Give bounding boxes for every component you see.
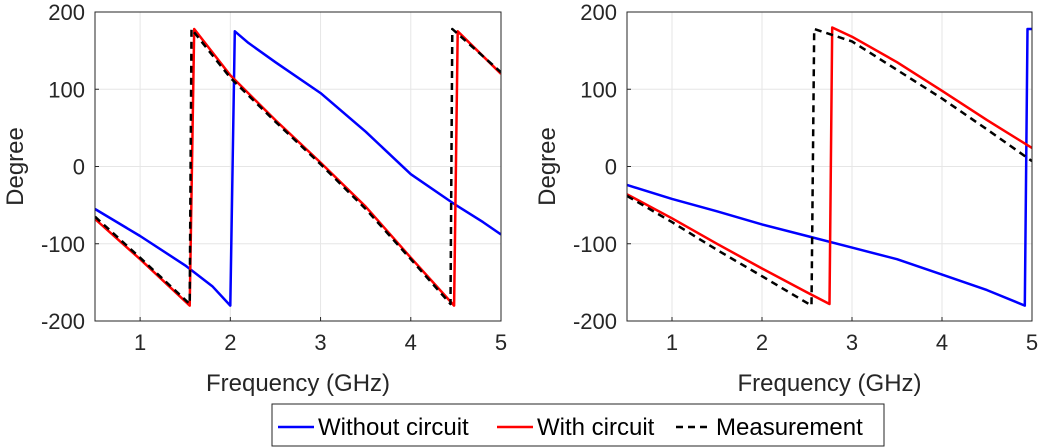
legend-label-with-circuit: With circuit <box>537 414 655 441</box>
x-tick-label: 2 <box>224 330 236 355</box>
y-tick-label: 0 <box>73 155 85 180</box>
y-tick-label: 100 <box>580 77 617 102</box>
x-tick-label: 2 <box>756 330 768 355</box>
x-tick-label: 1 <box>666 330 678 355</box>
y-tick-label: -200 <box>41 309 85 334</box>
x-axis-label: Frequency (GHz) <box>737 370 921 397</box>
y-tick-label: 200 <box>580 0 617 25</box>
y-tick-label: -100 <box>41 232 85 257</box>
series-line-with-circuit <box>627 26 1032 306</box>
x-tick-label: 4 <box>405 330 417 355</box>
x-tick-label: 4 <box>936 330 948 355</box>
chart-left: 1 2 3 4 5 -200 -100 0 100 200 Frequency (GHz) Degre… <box>2 0 507 397</box>
legend-box <box>271 403 885 447</box>
y-axis-label: Degree <box>534 127 561 206</box>
x-tick-label: 5 <box>1026 330 1038 355</box>
y-tick-label: 100 <box>48 77 85 102</box>
y-tick-label: -200 <box>573 309 617 334</box>
chart-right: 1 2 3 4 5 -200 -100 0 100 200 Frequency (GHz) Degre… <box>534 0 1038 397</box>
x-tick-label: 1 <box>134 330 146 355</box>
series-line-without-circuit <box>627 27 1032 307</box>
legend-label-measurement: Measurement <box>716 414 863 441</box>
legend: Without circuit With circuit Measurement <box>271 403 885 447</box>
series-line-measurement <box>627 27 1032 307</box>
x-axis-label: Frequency (GHz) <box>206 370 390 397</box>
x-tick-label: 5 <box>495 330 507 355</box>
x-tick-label: 3 <box>314 330 326 355</box>
x-tick-label: 3 <box>846 330 858 355</box>
y-tick-label: 200 <box>48 0 85 25</box>
y-tick-label: 0 <box>605 155 617 180</box>
y-axis-label: Degree <box>2 127 29 206</box>
series-line-with-circuit <box>95 27 501 307</box>
y-tick-label: -100 <box>573 232 617 257</box>
legend-label-without-circuit: Without circuit <box>318 414 469 441</box>
